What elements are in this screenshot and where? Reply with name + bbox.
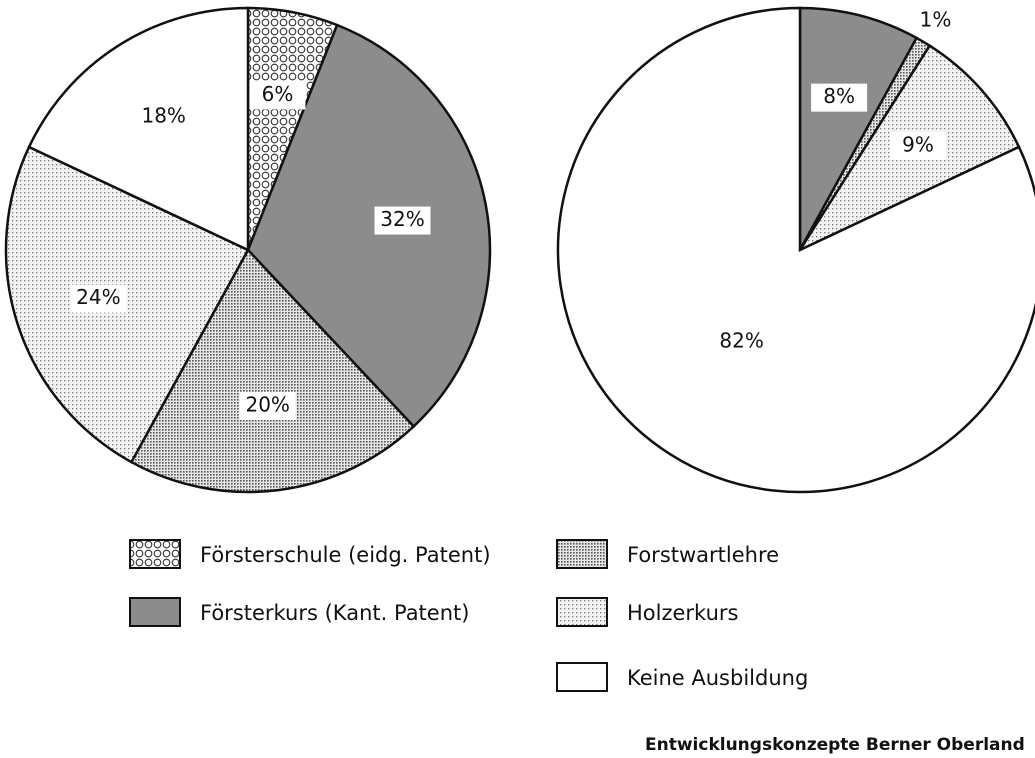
label-background — [811, 83, 868, 112]
pie-slice — [246, 23, 492, 429]
legend-swatch — [556, 662, 608, 692]
legend-label: Holzerkurs — [627, 601, 738, 625]
label-background — [374, 206, 431, 235]
legend-label: Försterschule (eidg. Patent) — [200, 543, 491, 567]
label-background — [249, 81, 306, 110]
pie-slice — [556, 6, 1035, 494]
pie-slice — [798, 6, 919, 251]
value-label: 32% — [380, 207, 424, 231]
value-label: 8% — [823, 84, 855, 108]
label-background — [239, 392, 296, 421]
label-background — [889, 131, 946, 160]
legend-swatch — [556, 539, 608, 569]
legend-label: Keine Ausbildung — [627, 666, 808, 690]
label-background — [713, 327, 770, 356]
pie-slice — [4, 145, 250, 464]
legend-label: Försterkurs (Kant. Patent) — [200, 601, 469, 625]
value-label: 82% — [719, 328, 763, 352]
legend-swatch — [556, 597, 608, 627]
legend-label: Forstwartlehre — [627, 543, 779, 567]
value-label: 9% — [902, 132, 934, 156]
value-label: 1% — [920, 7, 952, 31]
value-label: 24% — [76, 285, 120, 309]
value-label: 6% — [262, 82, 294, 106]
value-label: 18% — [141, 104, 185, 128]
legend-swatch — [129, 597, 181, 627]
pie-slice — [129, 247, 416, 494]
legend-swatch — [129, 539, 181, 569]
label-background — [70, 284, 127, 313]
value-label: 20% — [245, 393, 289, 417]
label-background — [135, 103, 192, 132]
source-note: Entwicklungskonzepte Berner Oberland — [645, 735, 1025, 755]
